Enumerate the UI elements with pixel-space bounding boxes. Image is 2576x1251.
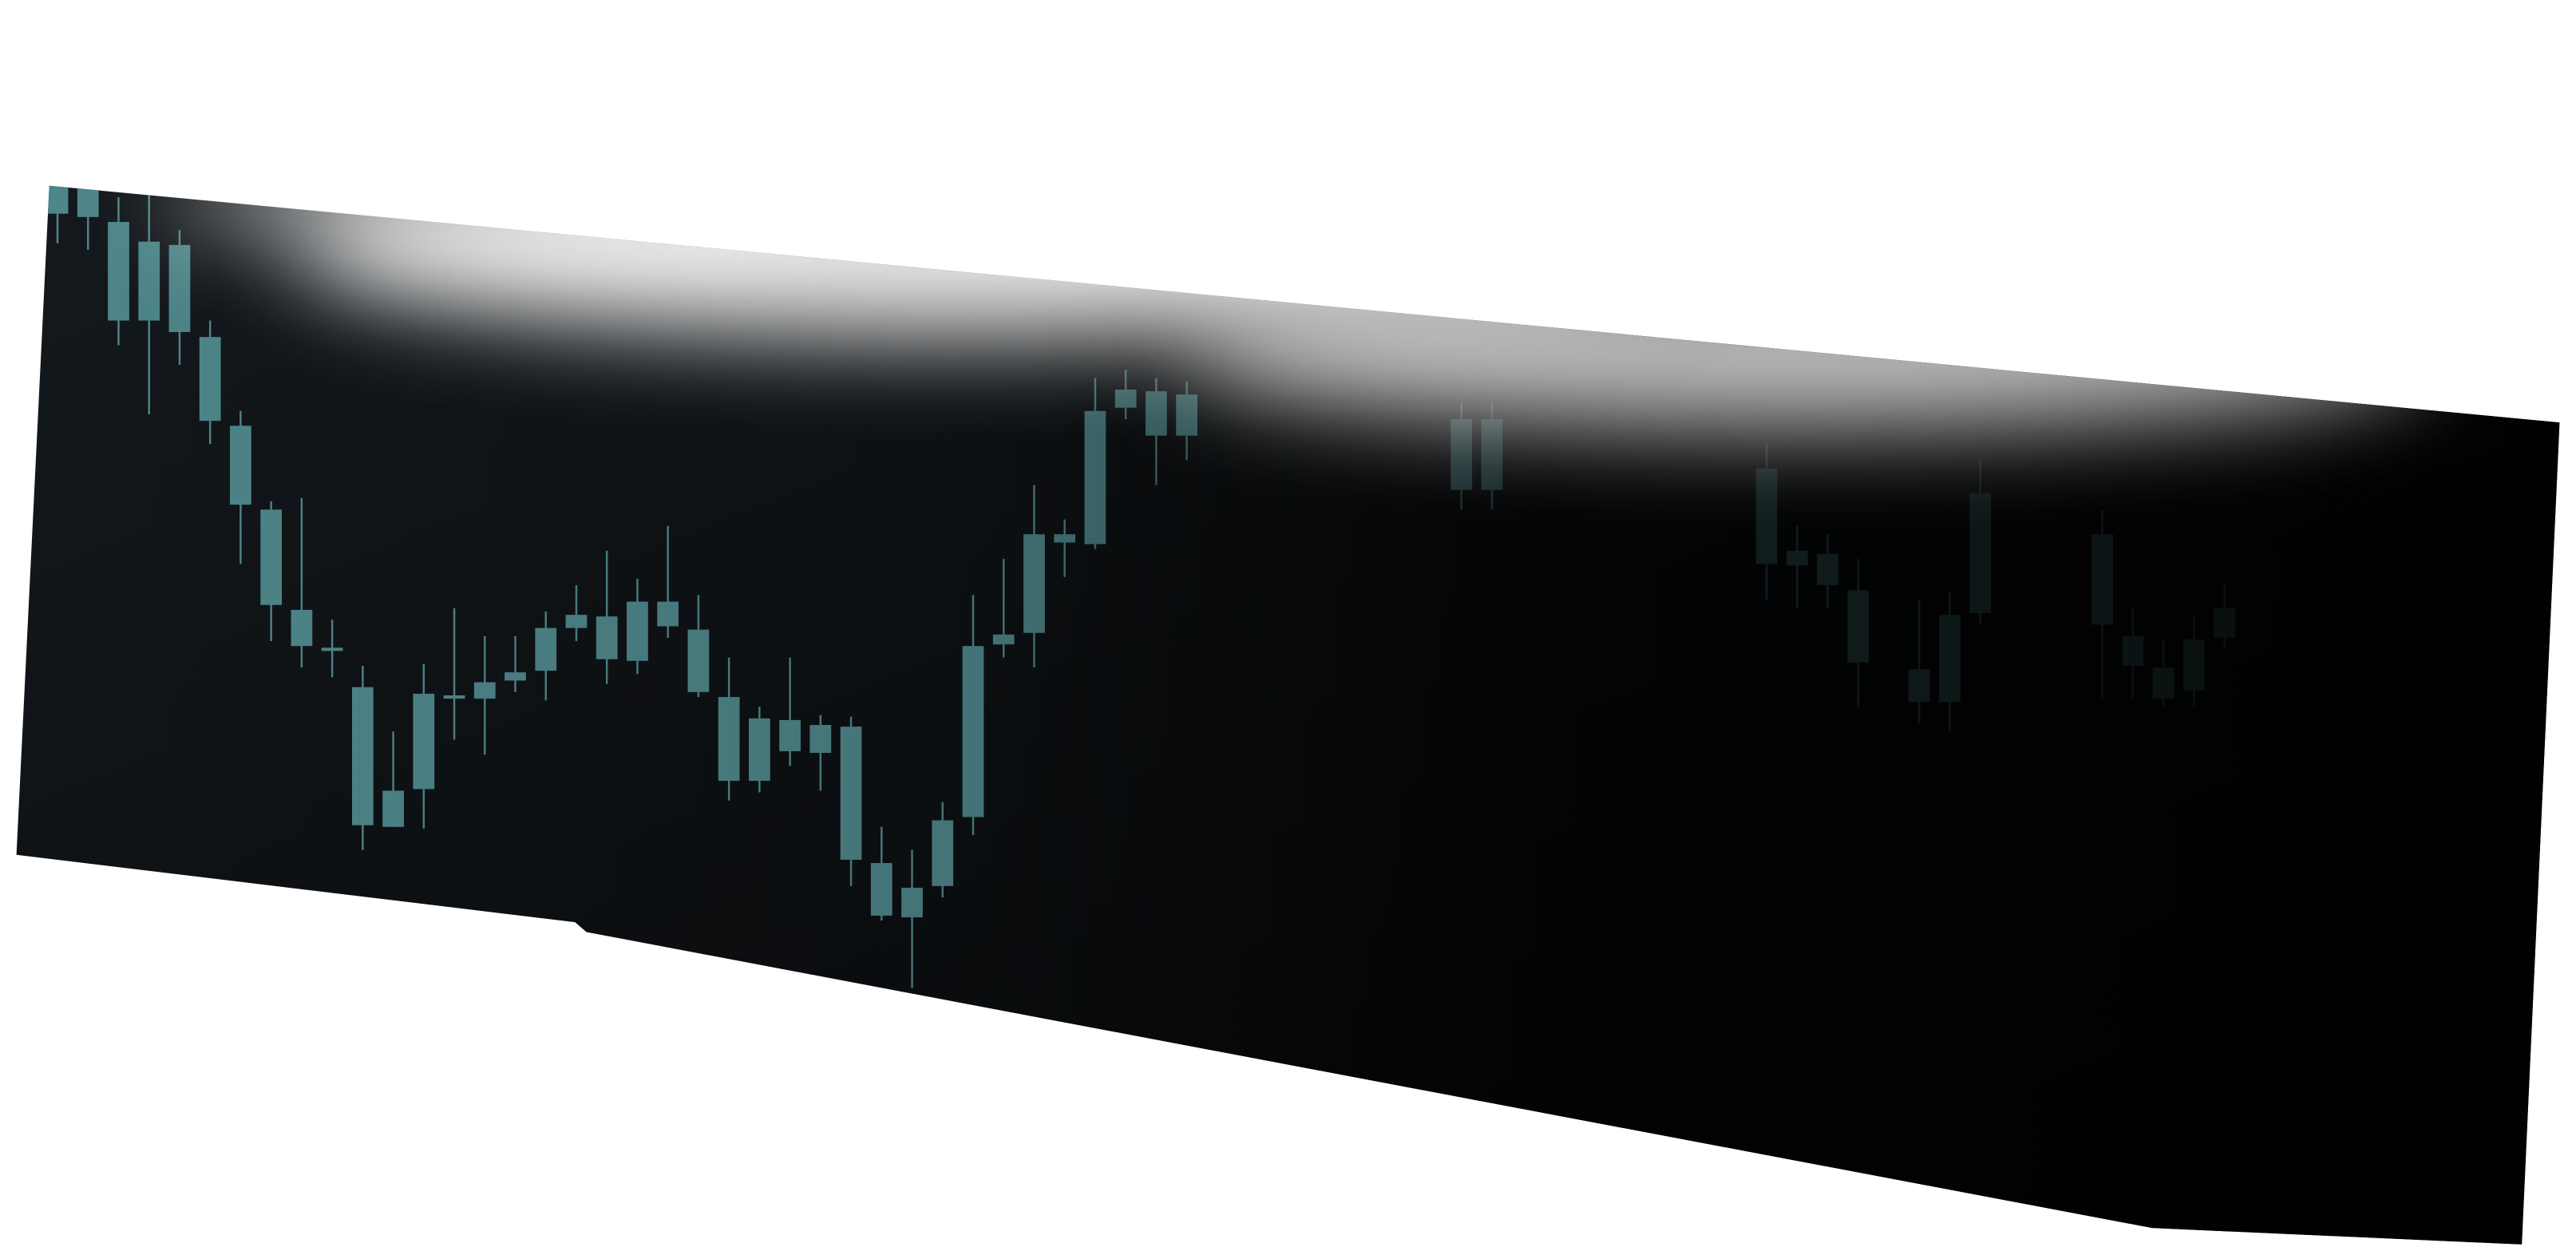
fog xyxy=(1182,279,2432,428)
fog xyxy=(164,185,822,247)
fog xyxy=(295,185,1676,338)
